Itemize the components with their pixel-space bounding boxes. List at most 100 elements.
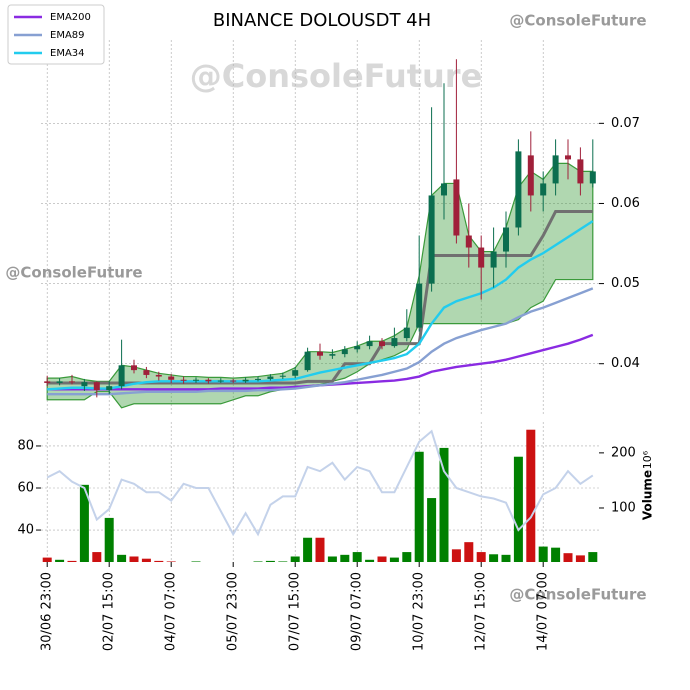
candle-body — [242, 379, 249, 382]
watermark: @ConsoleFuture — [5, 264, 142, 282]
candle-body — [441, 183, 447, 196]
candle-body — [565, 155, 571, 160]
candle-body — [106, 386, 113, 391]
candle-body — [490, 251, 497, 268]
cloud — [46, 162, 594, 409]
y2-tick-label: 200 — [611, 445, 636, 460]
x-tick-label: 09/07 07:00 — [350, 572, 365, 651]
candle-body — [180, 379, 187, 381]
x-tick-label: 14/07 07:00 — [536, 572, 551, 651]
candle-body — [366, 341, 373, 347]
volume-bar — [327, 556, 337, 562]
x-tick-label: 05/07 23:00 — [226, 572, 241, 651]
volume-bar — [55, 559, 65, 562]
candle-body — [428, 195, 435, 284]
y-tick-label: 0.04 — [611, 356, 640, 371]
volume-bar — [389, 557, 399, 562]
candle-body — [193, 379, 199, 381]
watermark: @ConsoleFuture — [190, 57, 483, 95]
y-tick-label: 80 — [17, 438, 34, 453]
candle-body — [329, 354, 336, 356]
candle-body — [56, 381, 63, 383]
candle-body — [143, 370, 150, 375]
volume-bar — [352, 552, 362, 562]
candle-body — [69, 381, 75, 383]
candle-body — [478, 247, 485, 268]
volume-bar — [278, 561, 288, 562]
x-tick-label: 30/06 23:00 — [40, 572, 55, 651]
volume-bar — [67, 560, 77, 562]
volume-bar — [489, 554, 499, 562]
candle-body — [453, 179, 460, 236]
volume-bar — [141, 558, 151, 562]
ema-line — [47, 287, 594, 396]
x-tick-label: 10/07 23:00 — [412, 572, 427, 651]
legend-label: EMA34 — [50, 48, 85, 59]
candle-body — [416, 283, 423, 328]
volume-bar — [476, 552, 486, 562]
y2-tick-label: 100 — [611, 500, 636, 515]
volume-bar — [79, 484, 89, 562]
candle-body — [341, 349, 348, 355]
candle-body — [267, 376, 274, 379]
volume-bar — [265, 560, 275, 562]
ema-line — [47, 220, 594, 391]
candle-body — [503, 227, 509, 252]
volume-bar — [464, 542, 474, 562]
volume-bar — [513, 456, 523, 562]
x-tick-label: 12/07 15:00 — [474, 572, 489, 651]
x-tick-label: 07/07 15:00 — [288, 572, 303, 651]
candle-body — [515, 151, 522, 228]
candle-body — [317, 351, 323, 356]
volume-bar — [315, 537, 325, 562]
candle-body — [589, 171, 596, 184]
candle-body — [354, 346, 361, 350]
volume-bar — [538, 546, 548, 562]
volume-bar — [588, 552, 598, 562]
legend-box — [7, 4, 105, 65]
volume-bar — [427, 498, 437, 562]
candle-body — [379, 341, 385, 347]
volume-bar — [166, 561, 176, 562]
candle-body — [93, 382, 100, 391]
watermark: @ConsoleFuture — [509, 12, 646, 30]
candle-body — [577, 159, 584, 184]
volume-bar — [439, 447, 449, 562]
x-tick-label: 04/07 07:00 — [164, 572, 179, 651]
watermark: @ConsoleFuture — [509, 586, 646, 604]
candle-body — [391, 338, 398, 347]
candle-body — [217, 380, 224, 382]
candle-body — [292, 370, 299, 376]
volume-bar — [42, 557, 52, 562]
volume-bar — [414, 451, 424, 562]
volume-bar — [526, 429, 536, 562]
y-tick-label: 0.07 — [611, 116, 640, 131]
volume-bar — [154, 560, 164, 562]
candle-body — [118, 365, 125, 387]
candle-body — [205, 379, 212, 382]
y2-multiplier: 10⁶ — [641, 450, 654, 469]
candle-body — [168, 376, 175, 380]
candle-body — [44, 381, 51, 383]
volume-bar — [340, 554, 350, 562]
y-tick-label: 0.06 — [611, 196, 640, 211]
candle-body — [230, 380, 237, 382]
volume-bar — [377, 556, 387, 562]
legend-label: EMA200 — [50, 12, 91, 23]
candle-body — [465, 235, 472, 248]
y-tick-label: 0.05 — [611, 276, 640, 291]
candle-body — [131, 365, 137, 371]
y-tick-label: 40 — [17, 523, 34, 538]
volume-bar — [104, 517, 114, 562]
candle-body — [527, 155, 534, 196]
volume-bar — [402, 552, 412, 562]
volume-bar — [551, 547, 561, 562]
volume-bar — [365, 559, 375, 562]
volume-bar — [92, 552, 102, 562]
volume-bar — [563, 553, 573, 562]
candle-body — [81, 382, 88, 387]
candle-body — [255, 378, 261, 380]
volume-bar — [117, 554, 127, 562]
candle-body — [403, 327, 410, 339]
